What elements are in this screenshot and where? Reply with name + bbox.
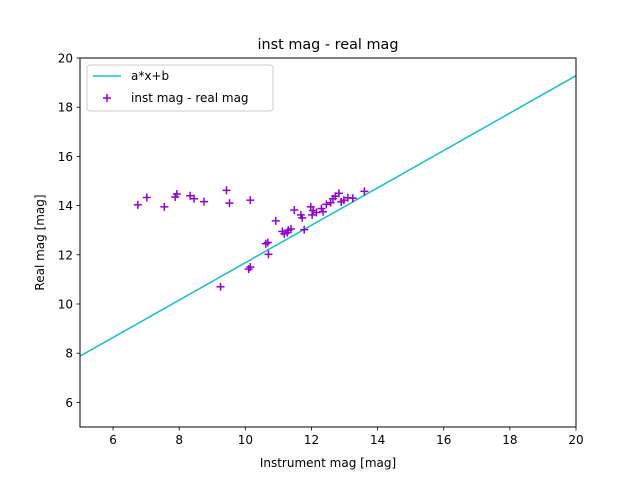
data-point (216, 282, 225, 291)
fit-line (80, 75, 576, 357)
y-tick-label: 18 (58, 101, 73, 115)
y-tick-label: 20 (58, 52, 73, 66)
x-tick-label: 14 (370, 433, 385, 447)
data-point (190, 194, 199, 203)
x-tick-label: 6 (109, 433, 117, 447)
data-point (348, 194, 357, 203)
data-point (308, 210, 317, 219)
data-point (246, 196, 255, 205)
legend-marker-swatch (103, 94, 111, 102)
y-tick-label: 16 (58, 150, 73, 164)
data-point (290, 206, 299, 215)
y-tick-label: 8 (65, 347, 73, 361)
legend-box (86, 64, 274, 112)
x-axis-label: Instrument mag [mag] (260, 456, 396, 470)
data-point (263, 238, 272, 247)
x-tick-label: 20 (568, 433, 583, 447)
data-point (200, 197, 208, 206)
x-tick-label: 12 (304, 433, 319, 447)
data-point (319, 207, 328, 216)
data-point (286, 224, 295, 233)
y-tick-label: 12 (58, 248, 73, 262)
axes-frame (79, 57, 577, 428)
data-point (142, 193, 151, 202)
legend-label-data-points: inst mag - real mag (131, 91, 249, 105)
x-tick-label: 10 (238, 433, 253, 447)
y-axis-label: Real mag [mag] (33, 194, 47, 290)
legend-label-fit-line: a*x+b (131, 69, 169, 83)
data-point (322, 200, 331, 209)
data-point (360, 187, 369, 196)
data-point (133, 200, 142, 209)
x-tick-label: 18 (502, 433, 517, 447)
data-point (271, 216, 280, 225)
axis-ticks: 6 8 10 12 14 16 18 20 6 8 10 12 14 16 18 20 (58, 52, 584, 448)
data-point (225, 199, 234, 208)
data-point (246, 263, 255, 272)
data-point (264, 250, 273, 259)
data-point (334, 189, 343, 198)
y-tick-label: 10 (58, 298, 73, 312)
plot-area (80, 75, 576, 357)
data-point (160, 202, 169, 211)
y-tick-label: 14 (58, 199, 73, 213)
data-point (298, 213, 307, 222)
chart-title: inst mag - real mag (258, 37, 399, 53)
legend: a*x+b inst mag - real mag (86, 64, 274, 112)
x-tick-label: 8 (175, 433, 183, 447)
y-tick-label: 6 (65, 396, 73, 410)
x-tick-label: 16 (436, 433, 451, 447)
data-point (300, 225, 309, 234)
data-point (222, 186, 231, 195)
data-point (172, 190, 181, 199)
